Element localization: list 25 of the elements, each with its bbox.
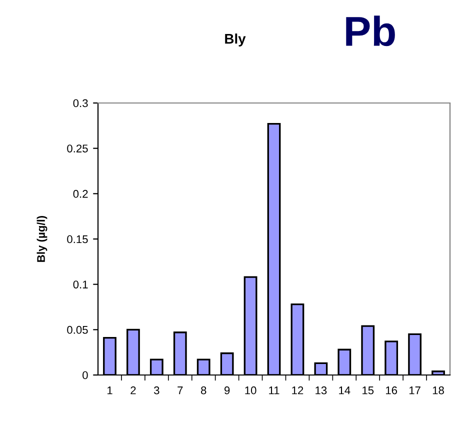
chart-title: Bly (225, 34, 246, 46)
y-tick-label: 0.2 (73, 190, 88, 198)
y-axis-title: Bly (µg/l) (36, 216, 48, 262)
y-tick-label: 0.1 (73, 280, 88, 288)
x-tick-label: 8 (200, 386, 206, 394)
x-tick-label: 18 (432, 386, 444, 394)
x-tick-label: 15 (362, 386, 374, 394)
x-tick-label: 14 (339, 386, 350, 394)
y-tick-label: 0.15 (67, 235, 88, 244)
y-tick-label: 0.25 (67, 144, 88, 152)
x-tick-label: 11 (269, 386, 280, 394)
x-tick-label: 13 (316, 386, 327, 394)
x-tick-label: 7 (178, 386, 183, 394)
x-tick-label: 12 (292, 386, 304, 394)
x-tick-label: 10 (245, 386, 256, 394)
x-tick-label: 3 (154, 386, 160, 394)
y-tick-label: 0 (82, 371, 88, 380)
x-tick-label: 16 (386, 386, 398, 394)
x-tick-label: 1 (107, 386, 112, 394)
text: Pb (346, 16, 395, 46)
x-tick-label: 2 (130, 386, 136, 394)
x-tick-label: 9 (224, 386, 230, 394)
x-tick-label: 17 (409, 386, 420, 394)
y-tick-label: 0.05 (67, 326, 88, 334)
y-tick-label: 0.3 (73, 99, 88, 108)
